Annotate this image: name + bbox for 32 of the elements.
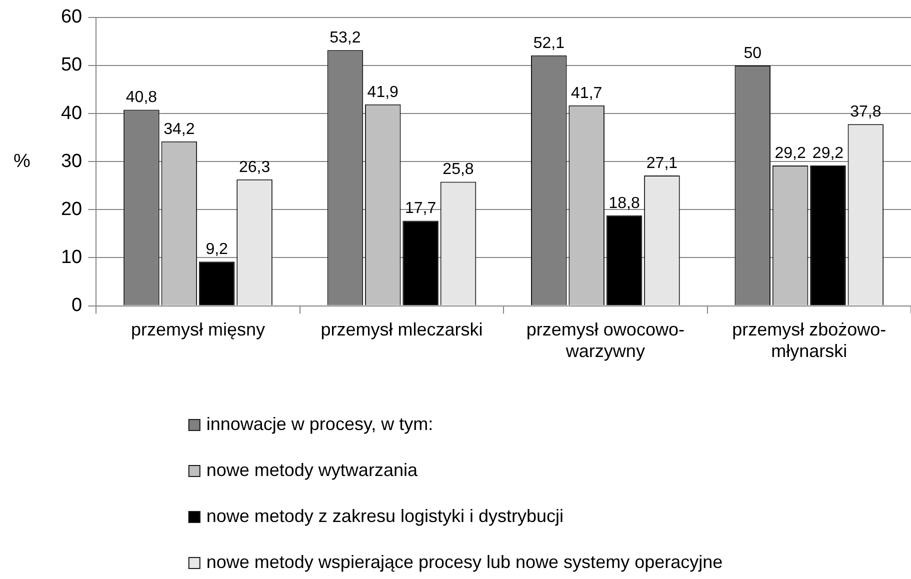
data-label: 26,3 [238,158,270,176]
y-axis-title: % [14,150,31,172]
x-tick-label: przemysł zbożowo-młynarski [732,320,886,362]
data-label: 9,2 [206,240,228,258]
data-label: 18,8 [608,194,640,212]
y-tick-label: 20 [60,198,82,220]
data-label: 17,7 [404,200,436,218]
data-label: 52,1 [533,34,565,52]
y-tick-label: 60 [60,6,82,28]
data-label: 27,1 [646,154,678,172]
x-tick-label: przemysł owocowo-warzywny [526,320,684,362]
legend-label: nowe metody wytwarzania [206,460,418,480]
data-label: 40,8 [126,89,158,106]
x-tick-label: przemysł mięsny [130,320,266,340]
y-tick-label: 30 [60,150,82,172]
data-label: 34,2 [164,120,195,138]
y-tick-label: 10 [60,246,82,268]
data-label: 50 [744,44,762,62]
data-label: 29,2 [812,144,844,162]
data-label: 41,9 [367,84,399,101]
data-label: 53,2 [330,29,361,46]
data-label: 37,8 [850,104,882,121]
data-label: 41,7 [571,84,602,102]
legend-label: nowe metody z zakresu logistyki i dystrybucji [206,506,564,526]
data-label: 29,2 [774,144,806,162]
data-label: 25,8 [442,161,474,178]
y-tick-label: 40 [60,102,82,124]
y-tick-label: 0 [72,295,82,316]
y-tick-label: 50 [60,54,82,76]
legend-label: nowe metody wspierające procesy lub nowe systemy operacyjne [206,552,723,572]
legend-label: innowacje w procesy, w tym: [206,414,434,434]
x-tick-label: przemysł mleczarski [320,320,483,340]
